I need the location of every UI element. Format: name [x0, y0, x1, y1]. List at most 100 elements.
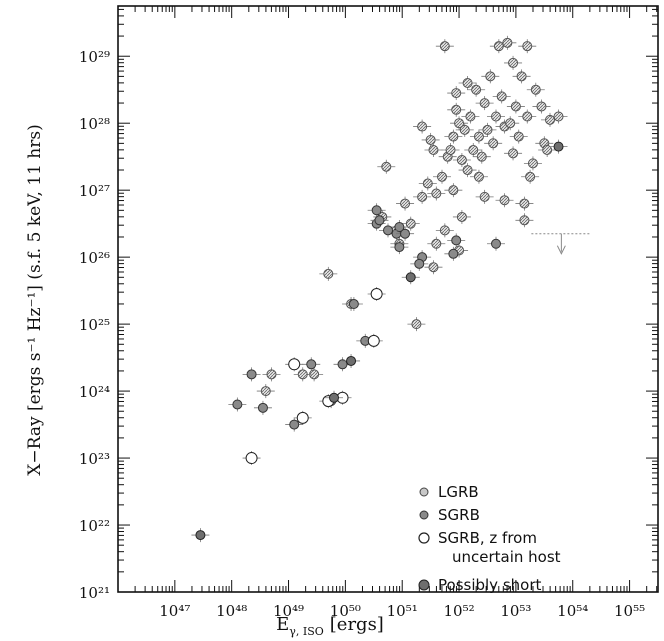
- lgrb-point: [417, 191, 428, 202]
- lgrb-point: [431, 238, 442, 249]
- sgrb-point: [257, 402, 268, 413]
- lgrb-point: [465, 111, 476, 122]
- lgrb-point: [479, 191, 490, 202]
- lgrb-point: [431, 188, 442, 199]
- lgrb-point: [297, 369, 308, 380]
- sgrb-point: [383, 225, 393, 236]
- legend-label-lgrb: LGRB: [438, 483, 479, 501]
- sgrb-point: [451, 235, 462, 246]
- lgrb-point: [553, 111, 564, 122]
- x-tick-label: 10⁵⁰: [330, 602, 361, 620]
- x-tick-label: 10⁴⁹: [273, 602, 304, 620]
- upper-limit-arrow: [556, 245, 566, 255]
- y-axis-label: X−Ray [ergs s⁻¹ Hz⁻¹] (s.f. 5 keV, 11 hr…: [25, 124, 45, 475]
- lgrb-point: [381, 161, 392, 172]
- possibly-short-point: [405, 272, 416, 283]
- y-tick-label: 10²⁸: [79, 115, 110, 133]
- x-tick-label: 10⁵³: [500, 602, 531, 620]
- y-tick-label: 10²¹: [79, 584, 110, 602]
- lgrb-point: [476, 151, 487, 162]
- plot-frame: [117, 5, 659, 593]
- sgrb-point: [289, 419, 300, 430]
- sgrb-uncertain-point: [370, 287, 383, 300]
- lgrb-point: [510, 101, 521, 112]
- x-axis: 10⁴⁷ 10⁴⁸ 10⁴⁹ 10⁵⁰ 10⁵¹ 10⁵² 10⁵³ 10⁵⁴ 10⁵⁵: [117, 6, 658, 620]
- lgrb-point: [482, 124, 493, 135]
- lgrb-point: [417, 121, 428, 132]
- sgrb-uncertain-point: [245, 452, 258, 465]
- lgrb-point: [448, 185, 459, 196]
- lgrb-point: [439, 225, 450, 236]
- x-tick-label: 10⁴⁷: [159, 602, 190, 620]
- lgrb-point: [448, 131, 459, 142]
- possibly-short-point: [346, 355, 357, 366]
- lgrb-point: [502, 37, 513, 48]
- lgrb-point: [519, 215, 530, 226]
- x-tick-label: 10⁴⁸: [216, 602, 247, 620]
- sgrb-point: [371, 205, 382, 216]
- lgrb-point: [454, 118, 465, 129]
- lgrb-point: [522, 41, 533, 52]
- sgrb-point: [394, 222, 405, 233]
- legend-marker-sgrb: [419, 510, 429, 520]
- y-tick-label: 10²⁴: [79, 383, 110, 401]
- sgrb-point: [414, 258, 425, 269]
- lgrb-point: [451, 88, 462, 99]
- lgrb-point: [536, 101, 547, 112]
- sgrb-point: [394, 242, 405, 253]
- lgrb-point: [479, 98, 490, 109]
- lgrb-point: [437, 171, 447, 182]
- possibly-short-point: [195, 530, 206, 541]
- lgrb-point: [471, 84, 482, 95]
- sgrb-point: [232, 399, 243, 410]
- lgrb-point: [516, 71, 527, 82]
- data-points: [191, 35, 568, 543]
- y-tick-label: 10²⁶: [79, 249, 110, 267]
- sgrb-uncertain-point: [296, 411, 309, 424]
- legend-label-possibly-short: Possibly short: [438, 576, 541, 594]
- x-tick-label: 10⁵²: [443, 602, 474, 620]
- plot-border: [117, 5, 659, 593]
- lgrb-point: [428, 262, 439, 273]
- y-tick-label: 10²³: [79, 450, 110, 468]
- upper-limits: [531, 233, 592, 255]
- lgrb-point: [266, 369, 277, 380]
- legend-marker-sgrb-uncertain: [418, 532, 430, 544]
- lgrb-point: [519, 198, 530, 209]
- legend-label-sgrb: SGRB: [438, 506, 480, 524]
- lgrb-point: [542, 144, 553, 155]
- possibly-short-point: [329, 392, 339, 403]
- x-tick-label: 10⁵⁴: [557, 602, 588, 620]
- legend-marker-possibly-short: [418, 579, 430, 591]
- lgrb-point: [496, 91, 507, 102]
- sgrb-point: [246, 369, 257, 380]
- sgrb-point: [400, 228, 411, 239]
- sgrb-uncertain-point: [288, 358, 301, 371]
- lgrb-point: [459, 124, 470, 135]
- legend-label-sgrb-uncertain: SGRB, z from: [438, 529, 537, 547]
- lgrb-point: [462, 78, 473, 89]
- lgrb-point: [493, 41, 504, 52]
- x-tick-label: 10⁵¹: [387, 602, 418, 620]
- y-tick-label: 10²⁹: [79, 48, 110, 66]
- lgrb-point: [491, 111, 501, 122]
- sgrb-point: [348, 299, 359, 310]
- lgrb-point: [468, 144, 479, 155]
- lgrb-point: [525, 171, 536, 182]
- lgrb-point: [400, 198, 411, 209]
- possibly-short-point: [553, 141, 564, 152]
- legend: LGRB SGRB SGRB, z from uncertain host Po…: [418, 483, 561, 594]
- lgrb-point: [456, 155, 467, 166]
- lgrb-point: [260, 386, 271, 397]
- legend-label-uncertain-host: uncertain host: [452, 548, 561, 566]
- x-axis-subscript: γ, ISO: [289, 625, 323, 638]
- lgrb-point: [522, 111, 533, 122]
- lgrb-point: [451, 104, 462, 115]
- x-axis-unit: [ergs]: [330, 614, 384, 635]
- svg-text:Eγ, ISO[ergs]: Eγ, ISO [ergs]: [276, 614, 384, 638]
- sgrb-point: [374, 215, 385, 226]
- lgrb-point: [462, 165, 473, 176]
- legend-marker-lgrb: [419, 487, 429, 497]
- x-tick-label: 10⁵⁵: [614, 602, 645, 620]
- x-axis-title: Eγ, ISO [ergs]: [276, 614, 384, 638]
